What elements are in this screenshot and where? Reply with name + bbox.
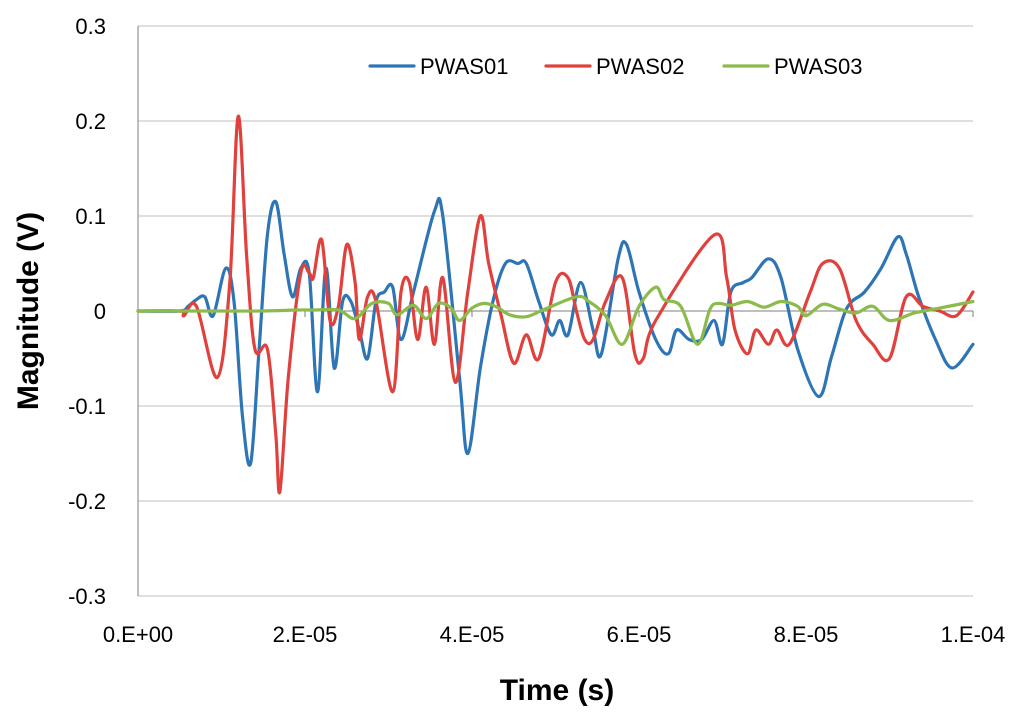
x-axis-title: Time (s) [500, 674, 614, 707]
y-tick-label: 0 [94, 299, 106, 324]
y-tick-label: -0.1 [68, 394, 106, 419]
legend-label-pwas03: PWAS03 [774, 54, 862, 79]
legend: PWAS01 PWAS02 PWAS03 [368, 54, 862, 79]
y-tick-label: -0.2 [68, 489, 106, 514]
y-tick-label: 0.3 [75, 14, 106, 39]
y-tick-label: 0.2 [75, 109, 106, 134]
x-tick-label: 1.E-04 [941, 622, 1006, 647]
series-line-pwas03 [136, 285, 975, 346]
legend-label-pwas02: PWAS02 [596, 54, 684, 79]
series-line-pwas02 [136, 114, 975, 495]
series-lines [136, 114, 975, 495]
x-tick-label: 8.E-05 [774, 622, 839, 647]
y-tick-labels: -0.3 -0.2 -0.1 0 0.1 0.2 0.3 [68, 14, 106, 609]
x-tick-label: 2.E-05 [273, 622, 338, 647]
x-tick-labels: 0.E+00 2.E-05 4.E-05 6.E-05 8.E-05 1.E-04 [103, 311, 1006, 647]
gridlines [138, 25, 973, 597]
y-tick-label: -0.3 [68, 584, 106, 609]
x-tick-label: 4.E-05 [440, 622, 505, 647]
y-tick-label: 0.1 [75, 204, 106, 229]
y-axis-title: Magnitude (V) [12, 212, 45, 410]
x-tick-label: 6.E-05 [607, 622, 672, 647]
x-tick-label: 0.E+00 [103, 622, 173, 647]
series-line-pwas01 [136, 196, 975, 467]
legend-label-pwas01: PWAS01 [420, 54, 508, 79]
